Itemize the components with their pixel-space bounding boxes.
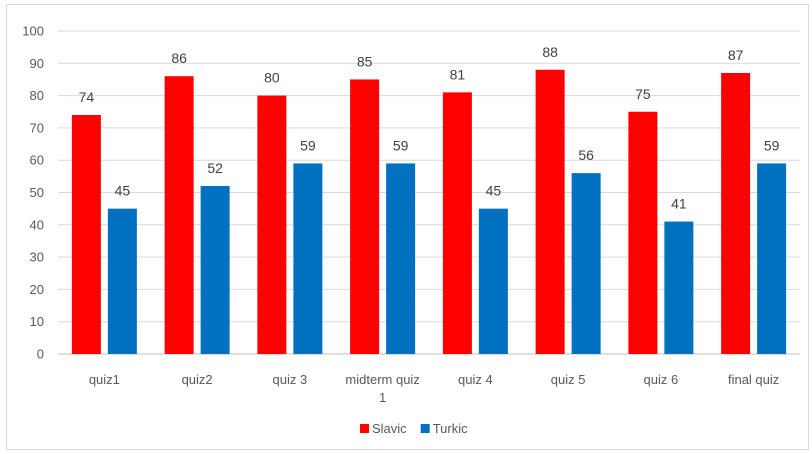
data-label: 88 <box>542 44 558 60</box>
bar-turkic <box>386 163 416 354</box>
legend-swatch-slavic <box>360 424 369 433</box>
bar-slavic <box>535 69 565 354</box>
y-tick-label: 40 <box>30 217 44 232</box>
data-label: 87 <box>728 47 744 63</box>
x-tick-label: quiz 3 <box>273 372 308 387</box>
y-tick-label: 100 <box>22 24 44 39</box>
x-tick-label: quiz2 <box>182 372 213 387</box>
bar-turkic <box>757 163 787 354</box>
x-tick-label: quiz1 <box>89 372 120 387</box>
bar-slavic <box>257 95 287 354</box>
bar-turkic <box>200 186 230 354</box>
bar-slavic <box>350 79 380 354</box>
bar-turkic <box>293 163 323 354</box>
data-label: 56 <box>578 147 594 163</box>
data-label: 59 <box>300 137 316 153</box>
legend-label-slavic: Slavic <box>372 421 407 436</box>
data-label: 85 <box>357 53 373 69</box>
bar-turkic <box>478 208 508 354</box>
bar-slavic <box>164 76 194 354</box>
legend-label-turkic: Turkic <box>433 421 468 436</box>
data-label: 75 <box>635 86 651 102</box>
data-label: 52 <box>207 160 223 176</box>
x-tick-label: final quiz <box>728 372 779 387</box>
data-label: 80 <box>264 70 280 86</box>
data-label: 45 <box>115 183 131 199</box>
bar-slavic <box>628 111 658 354</box>
bar-slavic <box>721 72 751 355</box>
y-tick-label: 90 <box>30 56 44 71</box>
bar-slavic <box>71 114 101 354</box>
x-tick-label: quiz 4 <box>458 372 493 387</box>
y-tick-label: 10 <box>30 314 44 329</box>
data-label: 86 <box>171 50 187 66</box>
y-tick-label: 30 <box>30 250 44 265</box>
x-tick-label: midterm quiz <box>345 372 419 387</box>
y-tick-label: 60 <box>30 153 44 168</box>
bar-turkic <box>107 208 137 354</box>
y-tick-label: 20 <box>30 282 44 297</box>
legend-swatch-turkic <box>420 424 430 433</box>
bar-turkic <box>571 173 601 354</box>
data-label: 59 <box>393 137 409 153</box>
x-tick-label: quiz 6 <box>644 372 679 387</box>
bar-turkic <box>664 221 694 354</box>
y-tick-label: 0 <box>37 347 44 362</box>
y-tick-label: 80 <box>30 88 44 103</box>
x-tick-label: 1 <box>379 390 386 405</box>
data-label: 81 <box>450 66 466 82</box>
data-label: 74 <box>79 89 95 105</box>
y-tick-label: 70 <box>30 120 44 135</box>
data-label: 59 <box>764 137 780 153</box>
x-tick-label: quiz 5 <box>551 372 586 387</box>
bar-slavic <box>442 92 472 355</box>
y-tick-label: 50 <box>30 185 44 200</box>
data-label: 41 <box>671 196 687 212</box>
data-label: 45 <box>486 183 502 199</box>
